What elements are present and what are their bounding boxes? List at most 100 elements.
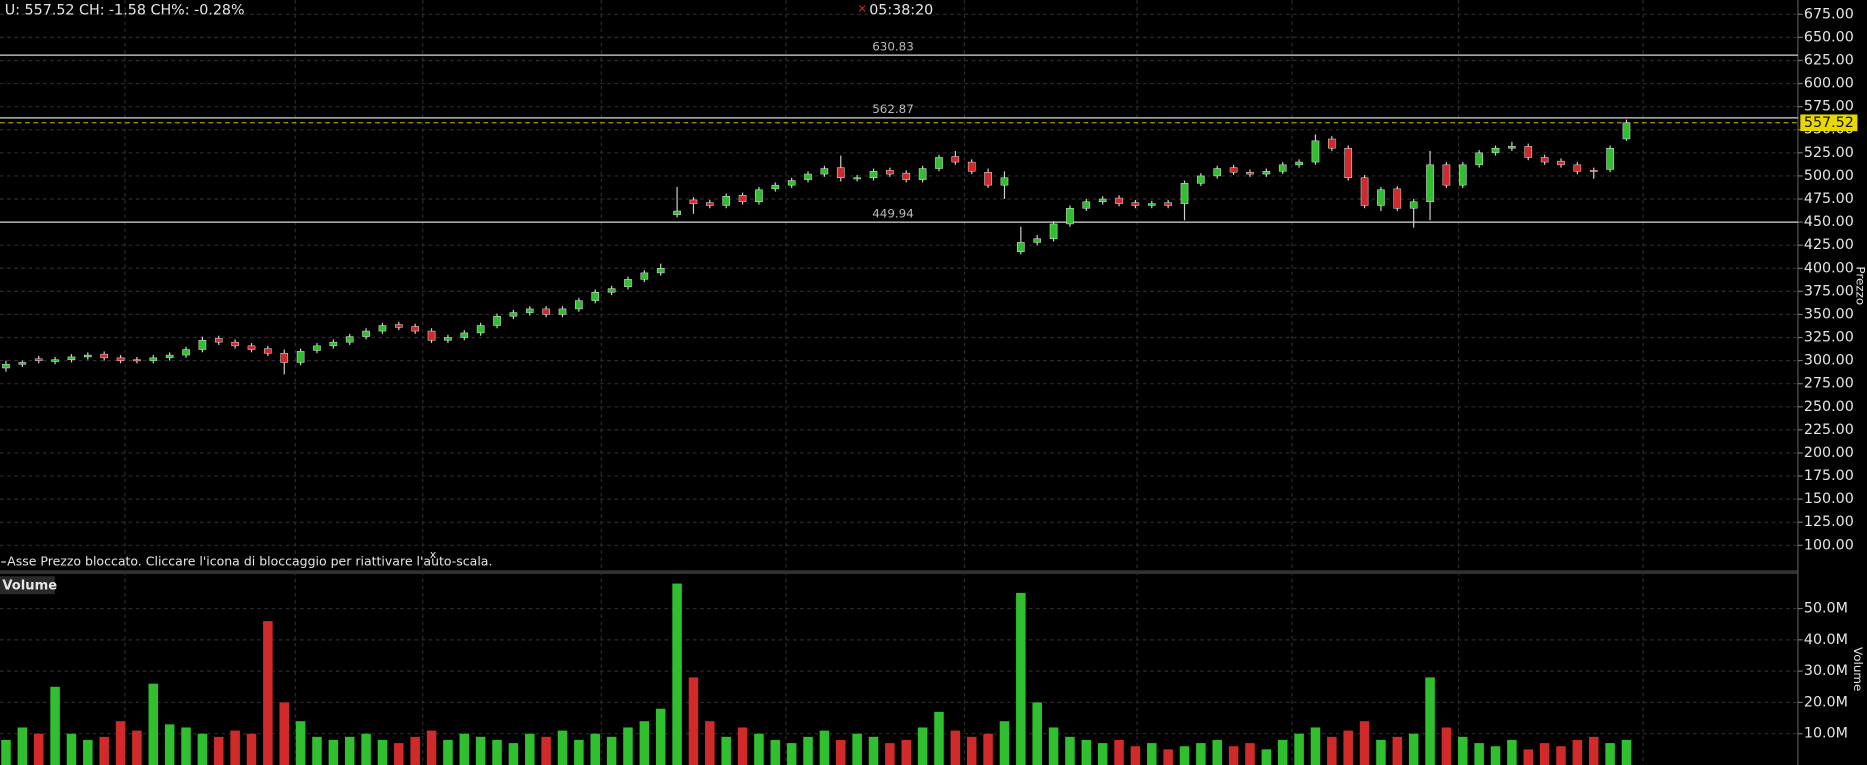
- volume-bar: [1081, 739, 1092, 765]
- candle-body: [1131, 202, 1140, 206]
- volume-bar: [917, 727, 928, 765]
- candle-body: [51, 359, 59, 362]
- candle-body: [1049, 223, 1058, 239]
- volume-bar: [394, 743, 404, 765]
- volume-bar: [459, 733, 470, 765]
- volume-bar: [1097, 743, 1108, 765]
- candle-body: [1066, 208, 1074, 225]
- candle-body: [853, 177, 861, 180]
- volume-bar: [606, 736, 617, 765]
- y-tick-label: 30.0M: [1804, 663, 1848, 679]
- volume-bar: [1065, 736, 1075, 765]
- notice-dismiss[interactable]: x: [430, 548, 436, 561]
- volume-bar: [230, 730, 240, 765]
- candle-body: [820, 168, 829, 175]
- volume-bar: [623, 727, 633, 765]
- candle-body: [1000, 177, 1009, 186]
- candle-body: [1295, 161, 1303, 166]
- y-tick-label: 525.00: [1804, 145, 1854, 161]
- candle-body: [1229, 167, 1238, 173]
- candle-body: [591, 292, 600, 301]
- candle-body: [656, 268, 665, 274]
- volume-axis-label: Volume: [1851, 647, 1865, 691]
- candle-body: [640, 272, 649, 280]
- y-tick-label: 325.00: [1804, 330, 1854, 346]
- volume-bar: [1228, 746, 1239, 765]
- candle-body: [84, 354, 92, 358]
- y-tick-label: 100.00: [1804, 537, 1854, 553]
- candle-body: [689, 199, 698, 204]
- volume-bar: [1261, 749, 1272, 765]
- candle-body: [902, 172, 911, 180]
- candle-body: [1278, 164, 1287, 172]
- y-tick-label: 275.00: [1804, 376, 1854, 392]
- candle-body: [280, 352, 289, 363]
- candle-body: [804, 173, 812, 180]
- y-tick-label: 500.00: [1804, 168, 1854, 184]
- candle-body: [444, 337, 452, 341]
- volume-bar: [983, 733, 993, 765]
- volume-bar: [443, 739, 453, 765]
- candle-body: [1589, 170, 1598, 172]
- volume-bar: [263, 621, 273, 765]
- volume-bar: [721, 736, 731, 765]
- candle-body: [951, 156, 960, 163]
- volume-bar: [705, 721, 715, 765]
- candle-body: [1180, 183, 1189, 204]
- last-price-label: 557.52: [1804, 115, 1854, 131]
- volume-bar: [1588, 736, 1599, 765]
- volume-bar: [1179, 746, 1190, 765]
- candle-body: [2, 364, 10, 369]
- volume-bar: [1474, 743, 1484, 765]
- notice: Asse Prezzo bloccato. Cliccare l'icona d…: [7, 553, 492, 568]
- candle-body: [1360, 177, 1369, 206]
- candle-body: [886, 170, 894, 175]
- volume-bar: [737, 727, 748, 765]
- close-icon[interactable]: ×: [857, 1, 867, 15]
- volume-bar: [1163, 749, 1173, 765]
- candle-body: [378, 325, 387, 332]
- volume-bar: [1572, 739, 1583, 765]
- panel-separator: [0, 570, 1798, 574]
- candle-body: [542, 308, 550, 315]
- candle-body: [525, 308, 534, 313]
- y-tick-label: 475.00: [1804, 191, 1854, 207]
- candle-body: [558, 308, 567, 315]
- quote-header: U: 557.52 CH: -1.58 CH%: -0.28%: [5, 3, 245, 19]
- volume-bar: [312, 736, 322, 765]
- candle-body: [722, 195, 731, 206]
- candle-body: [18, 362, 27, 365]
- volume-bar: [214, 736, 224, 765]
- volume-bar: [328, 739, 339, 765]
- volume-bar: [1327, 736, 1337, 765]
- volume-bar: [655, 708, 666, 765]
- volume-bar: [1130, 746, 1141, 765]
- volume-bar: [99, 736, 109, 765]
- y-tick-label: 650.00: [1804, 29, 1854, 45]
- volume-bar: [148, 683, 159, 765]
- volume-bar: [966, 736, 977, 765]
- volume-bar: [1310, 727, 1321, 765]
- candle-body: [1491, 147, 1500, 154]
- volume-bar: [868, 736, 879, 765]
- volume-bar: [1277, 739, 1288, 765]
- volume-bar: [541, 736, 551, 765]
- volume-bar: [786, 743, 797, 765]
- volume-bar: [197, 733, 208, 765]
- candle-body: [836, 167, 845, 179]
- candle-body: [247, 345, 256, 350]
- y-tick-label: 150.00: [1804, 491, 1854, 507]
- volume-bar: [1016, 592, 1026, 765]
- volume-bar: [1458, 736, 1468, 765]
- volume-bar: [1490, 746, 1501, 765]
- volume-bar: [1425, 677, 1435, 765]
- candle-body: [460, 332, 469, 338]
- y-tick-label: 625.00: [1804, 52, 1854, 68]
- candle-body: [1328, 138, 1336, 149]
- candle-body: [1115, 197, 1123, 204]
- candle-body: [214, 338, 223, 343]
- volume-bar: [115, 721, 126, 765]
- candle-body: [1409, 201, 1418, 209]
